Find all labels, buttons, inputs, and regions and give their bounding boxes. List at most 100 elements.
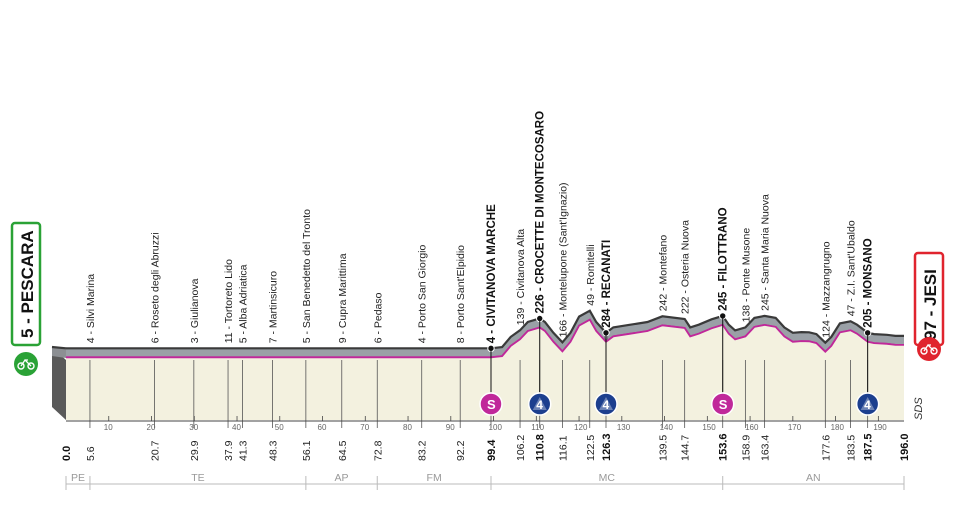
sprint-marker — [710, 392, 735, 416]
sds-logo: SDS — [913, 397, 925, 420]
km-axis: 5.6 20.7 29.9 37.9 41.3 48.3 56.1 64.5 72.8 83.2 9… — [61, 416, 911, 461]
finish-km-label: 196.0 — [899, 433, 911, 461]
axis-tick-label: 130 — [617, 423, 631, 432]
waypoint-label: 8 - Porto Sant'Elpidio — [455, 245, 467, 343]
kom-mountain-icon — [860, 397, 875, 410]
axis-tick-label: 70 — [360, 423, 369, 432]
waypoint-label: 242 - Montefano — [657, 235, 669, 312]
axis-tick-label: 190 — [873, 423, 887, 432]
axis-tick-label: 180 — [831, 423, 845, 432]
waypoint-label: 124 - Mazzangrugno — [820, 241, 832, 337]
waypoint-km-label: 122.5 — [585, 435, 597, 461]
axis-tick-label: 150 — [702, 423, 716, 432]
finish-badge: 97 - JESI — [913, 251, 945, 361]
classification-markers: S S 4 4 4 — [479, 312, 880, 416]
waypoint-km-label: 177.6 — [820, 435, 832, 461]
kom-category: 4 — [536, 398, 543, 412]
waypoint-km-label: 110.8 — [535, 434, 547, 461]
finish-bike-frame — [923, 343, 935, 352]
kom-mountain-icon — [598, 397, 613, 410]
waypoint-label: 5 - San Benedetto del Tronto — [301, 209, 313, 343]
elevation-profile: 0 — [51, 309, 904, 360]
axis-tick-label: 160 — [745, 423, 759, 432]
waypoint-km-label: 116.1 — [557, 435, 569, 461]
waypoint-label: 226 - CROCETTE DI MONTECOSARO — [535, 111, 547, 314]
axis-tick-label: 50 — [275, 423, 284, 432]
waypoint-label: 4 - Porto San Giorgio — [417, 245, 429, 344]
waypoint-label: 138 - Ponte Musone — [740, 228, 752, 323]
profile-left-cap — [52, 347, 66, 358]
axis-tick-label: 80 — [403, 423, 412, 432]
waypoint-label: 139 - Civitanova Alta — [515, 229, 527, 325]
waypoint-label: 245 - FILOTTRANO — [718, 207, 730, 311]
axis-tick-label: 60 — [318, 423, 327, 432]
start-bike-frame — [20, 358, 32, 367]
axis-tick-label: 100 — [489, 423, 503, 432]
waypoint-labels: 4 - Silvi Marina 6 - Roseto degli Abruzzi… — [85, 111, 875, 343]
waypoint-km-label: 64.5 — [337, 440, 349, 461]
profile-top-face — [66, 310, 904, 358]
province-label: FM — [427, 472, 442, 484]
province-label: PE — [71, 472, 85, 484]
waypoint-label: 11 - Tortoreto Lido — [223, 259, 235, 343]
waypoint-label: 6 - Pedaso — [372, 292, 384, 343]
waypoint-km-label: 153.6 — [718, 433, 730, 461]
kom-category: 4 — [602, 398, 609, 412]
axis-tick-label: 170 — [788, 423, 802, 432]
waypoint-label: 222 - Osteria Nuova — [680, 220, 692, 314]
sprint-symbol: S — [719, 397, 728, 412]
waypoint-km-label: 83.2 — [417, 440, 429, 461]
waypoint-km-label: 72.8 — [372, 440, 384, 461]
start-badge: 5 - PESCARA — [10, 221, 42, 376]
finish-bike-wheel-left — [920, 347, 928, 355]
waypoint-label: 5 - Alba Adriatica — [238, 264, 250, 343]
waypoint-km-label: 126.3 — [601, 433, 613, 461]
waypoint-km-label: 144.7 — [680, 435, 692, 461]
waypoint-label: 245 - Santa Maria Nuova — [760, 194, 772, 311]
profile-ridge-line — [66, 309, 904, 350]
start-bike-wheel-left — [17, 362, 25, 370]
waypoint-km-label: 92.2 — [455, 440, 467, 461]
waypoint-km-label: 56.1 — [301, 440, 313, 461]
waypoint-km-label: 29.9 — [189, 440, 201, 461]
profile-road-line-front — [66, 318, 904, 359]
province-label: TE — [191, 472, 204, 484]
start-bike-wheel-right — [27, 362, 35, 370]
waypoint-km-label: 99.4 — [486, 439, 498, 461]
finish-bike-icon — [917, 337, 941, 361]
province-label: AN — [806, 472, 821, 484]
province-label: AP — [335, 472, 349, 484]
axis-tick-label: 30 — [189, 423, 198, 432]
axis-tick-label: 90 — [446, 423, 455, 432]
waypoint-label: 49 - Romitelli — [585, 244, 597, 305]
axis-tick-label: 110 — [531, 423, 544, 432]
axis-tick-label: 120 — [574, 423, 588, 432]
waypoint-label: 4 - CIVITANOVA MARCHE — [486, 204, 498, 343]
waypoint-km-label: 41.3 — [238, 440, 250, 461]
waypoint-km-label: 158.9 — [740, 435, 752, 461]
waypoint-km-label: 106.2 — [515, 435, 527, 461]
waypoint-label: 166 - Montelupone (Sant'Ignazio) — [557, 182, 569, 337]
waypoint-km-label: 48.3 — [268, 440, 280, 461]
start-label: 5 - PESCARA — [18, 230, 37, 338]
zero-marker-label: 0 — [604, 333, 609, 342]
waypoint-km-label: 187.5 — [863, 433, 875, 461]
axis-tick-label: 10 — [104, 423, 113, 432]
start-box — [10, 221, 42, 347]
start-km-label: 0.0 — [61, 446, 73, 461]
waypoint-label: 47 - Z.I. Sant'Ubaldo — [846, 220, 858, 316]
waypoint-label: 3 - Giulianova — [189, 278, 201, 343]
waypoint-km-label: 139.5 — [657, 435, 669, 461]
profile-ridge-lead — [51, 345, 67, 350]
province-bar: PE TE AP FM MC AN — [65, 472, 905, 490]
sprint-symbol: S — [487, 397, 496, 412]
axis-tick-label: 140 — [660, 423, 674, 432]
waypoint-km-label: 163.4 — [760, 435, 772, 461]
province-label: MC — [599, 472, 616, 484]
kom-marker — [855, 392, 880, 416]
sprint-marker — [479, 392, 503, 416]
waypoint-label: 6 - Roseto degli Abruzzi — [150, 232, 162, 343]
waypoint-km-label: 20.7 — [150, 440, 162, 461]
waypoint-label: 9 - Cupra Marittima — [337, 253, 349, 343]
